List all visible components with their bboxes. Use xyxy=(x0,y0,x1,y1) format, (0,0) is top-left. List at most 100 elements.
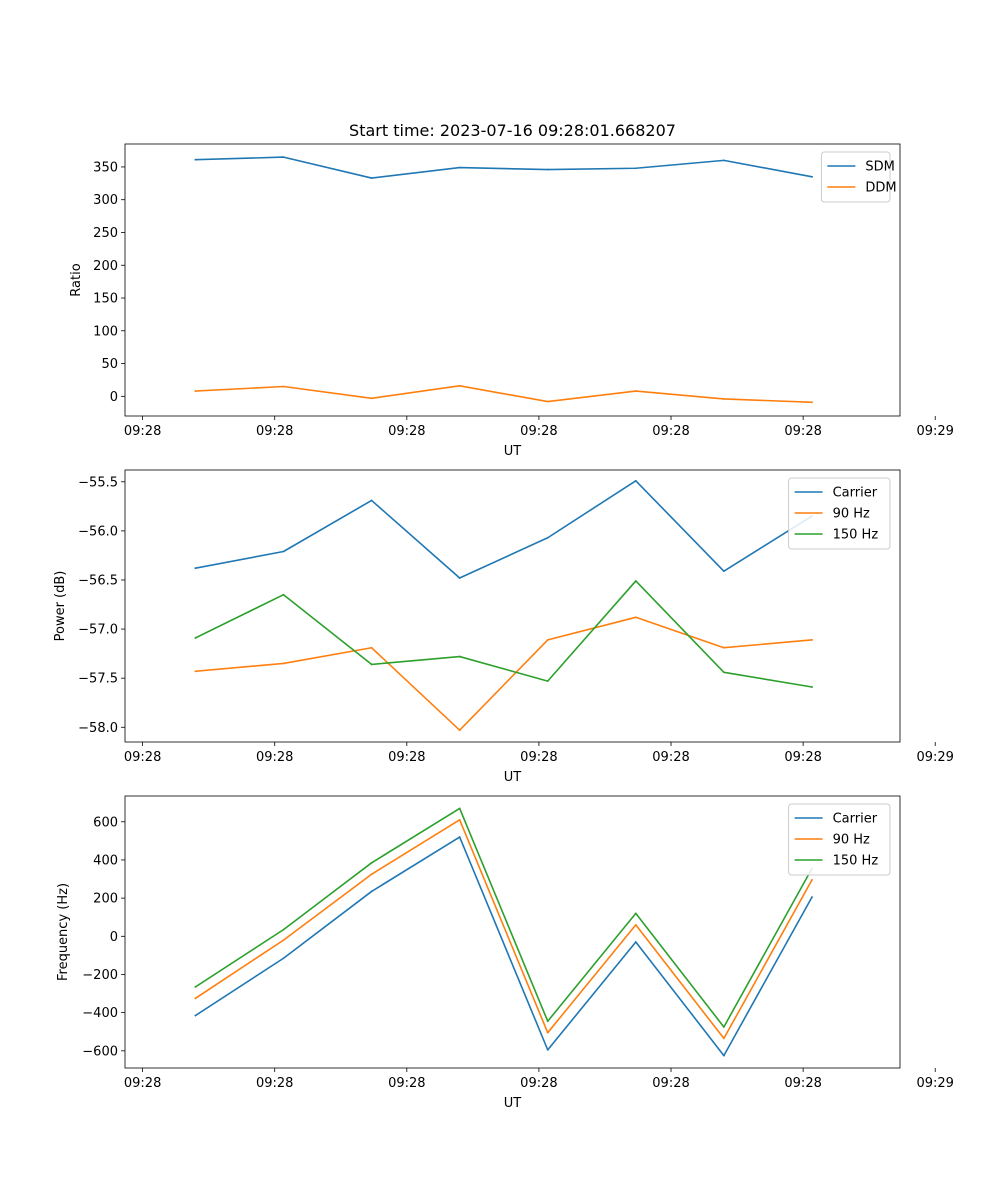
data-point-power-150-hz-6 xyxy=(722,671,725,674)
data-point-power-150-hz-2 xyxy=(370,663,373,666)
y-tick-label-ratio-3: 150 xyxy=(93,292,118,307)
legend-box-frequency xyxy=(788,803,891,876)
x-tick-label-power-4: 09:28 xyxy=(652,750,689,765)
series-line-frequency-carrier xyxy=(194,836,814,1057)
x-tick-label-ratio-6: 09:29 xyxy=(916,424,953,439)
legend-label-frequency-90-hz: 90 Hz xyxy=(833,833,870,848)
data-point-ratio-sdm-6 xyxy=(722,159,725,162)
chart-title: Start time: 2023-07-16 09:28:01.668207 xyxy=(349,121,676,140)
legend-ratio: SDM DDM xyxy=(820,151,897,203)
data-point-frequency-90-hz-1 xyxy=(282,939,285,942)
data-point-frequency-carrier-6 xyxy=(722,1054,725,1057)
data-point-ratio-sdm-5 xyxy=(634,167,637,170)
x-tick-label-frequency-4: 09:28 xyxy=(652,1076,689,1091)
data-point-power-90-hz-5 xyxy=(634,616,637,619)
plot-area-power: −58.0 −57.5 −57.0 −56.5 −56.0 −55.5 09:28 09:28… xyxy=(78,469,954,765)
data-point-ratio-ddm-6 xyxy=(722,398,725,400)
data-point-ratio-ddm-1 xyxy=(282,385,285,388)
data-point-power-150-hz-1 xyxy=(282,593,285,596)
axes-frame-frequency xyxy=(124,795,901,1069)
panel-frequency: −600 −400 −200 0 200 400 600 09:28 09:28 09:28 09:… xyxy=(56,795,954,1111)
data-point-frequency-150-hz-2 xyxy=(370,861,373,864)
x-tick-label-ratio-2: 09:28 xyxy=(388,424,425,439)
data-point-power-carrier-3 xyxy=(458,577,461,579)
y-tick-label-frequency-2: −200 xyxy=(82,968,118,983)
data-point-ratio-ddm-5 xyxy=(634,390,637,392)
x-tick-label-power-3: 09:28 xyxy=(520,750,557,765)
data-point-power-carrier-5 xyxy=(634,479,637,482)
x-tick-label-power-6: 09:29 xyxy=(916,750,953,765)
data-point-frequency-carrier-5 xyxy=(634,941,637,943)
x-tick-label-frequency-2: 09:28 xyxy=(388,1076,425,1091)
x-tick-label-frequency-6: 09:29 xyxy=(916,1076,953,1091)
data-point-ratio-sdm-0 xyxy=(194,158,197,161)
panel-ratio: 0 50 100 150 200 250 300 350 09:28 09:28 09:28 09:2… xyxy=(69,143,954,459)
data-point-frequency-150-hz-3 xyxy=(458,807,461,810)
data-point-ratio-ddm-2 xyxy=(370,397,373,400)
legend-power: Carrier 90 Hz 150 Hz xyxy=(788,477,891,550)
axes-frame-power xyxy=(124,469,901,743)
x-tick-label-power-2: 09:28 xyxy=(388,750,425,765)
y-tick-label-power-2: −57.0 xyxy=(78,623,118,638)
y-tick-label-frequency-4: 200 xyxy=(93,892,118,907)
y-axis-label-power: Power (dB) xyxy=(53,571,68,642)
data-point-frequency-90-hz-0 xyxy=(194,997,197,1000)
y-tick-label-frequency-3: 0 xyxy=(110,930,118,945)
series-line-power-90-hz xyxy=(194,616,813,732)
y-tick-label-ratio-5: 250 xyxy=(93,226,118,241)
x-tick-label-frequency-1: 09:28 xyxy=(256,1076,293,1091)
data-point-frequency-150-hz-4 xyxy=(546,1020,549,1023)
data-point-frequency-90-hz-5 xyxy=(634,923,637,926)
data-point-power-150-hz-7 xyxy=(811,686,813,688)
x-tick-label-ratio-3: 09:28 xyxy=(520,424,557,439)
y-tick-label-ratio-2: 100 xyxy=(93,324,118,339)
x-axis-label-ratio: UT xyxy=(504,444,522,459)
data-point-frequency-150-hz-5 xyxy=(634,912,637,915)
y-tick-label-ratio-1: 50 xyxy=(101,357,118,372)
data-point-power-150-hz-0 xyxy=(194,637,197,639)
series-line-ratio-sdm xyxy=(194,156,813,179)
data-point-power-90-hz-2 xyxy=(370,646,373,649)
data-point-power-90-hz-4 xyxy=(546,638,549,641)
y-tick-label-frequency-0: −600 xyxy=(82,1044,118,1059)
series-line-frequency-90-hz xyxy=(194,819,814,1040)
data-point-ratio-ddm-7 xyxy=(811,401,813,404)
plot-area-ratio: 0 50 100 150 200 250 300 350 09:28 09:28 09:28 09:2… xyxy=(93,143,954,439)
data-point-frequency-150-hz-6 xyxy=(722,1026,725,1028)
data-point-frequency-90-hz-3 xyxy=(458,818,461,821)
data-point-frequency-carrier-7 xyxy=(811,896,813,899)
data-point-power-150-hz-5 xyxy=(634,580,637,582)
legend-label-power-carrier: Carrier xyxy=(833,486,878,501)
data-point-power-150-hz-4 xyxy=(546,680,549,683)
data-point-frequency-90-hz-2 xyxy=(370,873,373,876)
y-tick-label-ratio-6: 300 xyxy=(93,193,118,208)
y-tick-label-power-5: −55.5 xyxy=(78,475,118,490)
plot-area-frequency: −600 −400 −200 0 200 400 600 09:28 09:28 09:28 09:… xyxy=(82,795,954,1091)
legend-label-power-150-hz: 150 Hz xyxy=(833,528,879,543)
data-point-frequency-150-hz-0 xyxy=(194,985,197,988)
x-tick-label-ratio-1: 09:28 xyxy=(256,424,293,439)
data-point-power-90-hz-1 xyxy=(282,662,285,665)
legend-box-power xyxy=(788,477,891,550)
data-point-power-90-hz-3 xyxy=(458,729,461,732)
x-tick-label-power-5: 09:28 xyxy=(784,750,821,765)
y-tick-label-ratio-7: 350 xyxy=(93,160,118,175)
y-tick-label-power-1: −57.5 xyxy=(78,672,118,687)
data-point-ratio-ddm-4 xyxy=(546,400,549,403)
data-point-ratio-sdm-3 xyxy=(458,166,461,169)
series-line-power-150-hz xyxy=(194,580,813,688)
legend-box-ratio xyxy=(820,151,891,203)
x-axis-label-frequency: UT xyxy=(504,1096,522,1111)
legend-frequency: Carrier 90 Hz 150 Hz xyxy=(788,803,891,876)
series-line-ratio-ddm xyxy=(194,385,813,404)
x-tick-label-ratio-0: 09:28 xyxy=(124,424,161,439)
x-tick-label-power-0: 09:28 xyxy=(124,750,161,765)
data-point-power-90-hz-6 xyxy=(722,646,725,649)
data-point-frequency-carrier-3 xyxy=(458,836,461,838)
legend-label-power-90-hz: 90 Hz xyxy=(833,507,870,522)
y-tick-label-power-0: −58.0 xyxy=(78,721,118,736)
y-tick-label-frequency-5: 400 xyxy=(93,853,118,868)
x-tick-label-power-1: 09:28 xyxy=(256,750,293,765)
data-point-ratio-sdm-4 xyxy=(546,168,549,171)
